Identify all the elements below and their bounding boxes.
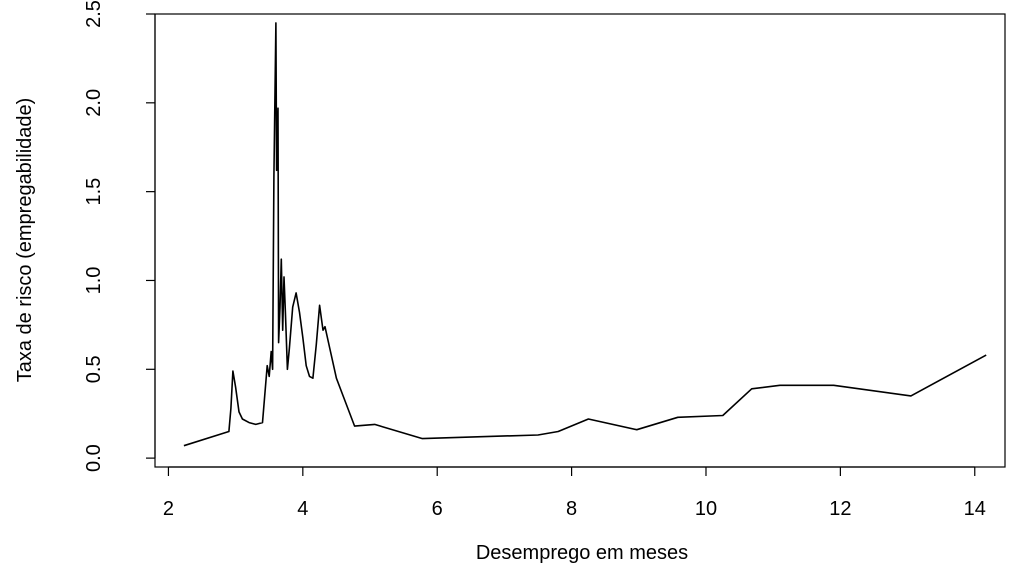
data-line-series-1 [183, 22, 987, 447]
x-tick-label: 8 [566, 498, 577, 520]
x-axis: 2 4 6 8 10 12 14 [163, 466, 986, 520]
x-tick-label: 2 [163, 498, 174, 520]
x-tick-label: 10 [695, 498, 717, 520]
y-tick-label: 2.5 [83, 0, 105, 28]
plot-frame [154, 13, 1006, 468]
x-axis-title: Desemprego em meses [476, 542, 688, 564]
series-layer [183, 22, 987, 447]
y-tick-label: 2.0 [83, 89, 105, 117]
x-tick-label: 6 [432, 498, 443, 520]
y-tick-label: 1.5 [83, 178, 105, 206]
y-tick-label: 1.0 [83, 267, 105, 295]
y-axis: 0.0 0.5 1.0 1.5 2.0 2.5 [83, 0, 156, 472]
y-tick-label: 0.0 [83, 444, 105, 472]
x-tick-label: 14 [964, 498, 986, 520]
y-axis-title: Taxa de risco (empregabilidade) [14, 98, 36, 383]
y-tick-label: 0.5 [83, 355, 105, 383]
x-tick-label: 4 [297, 498, 308, 520]
x-tick-label: 12 [829, 498, 851, 520]
